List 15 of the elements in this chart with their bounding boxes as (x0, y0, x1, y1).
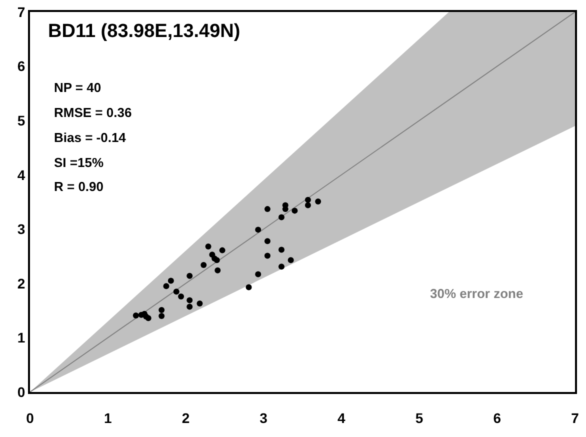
y-tick-label: 0 (17, 384, 26, 400)
x-tick-label: 5 (415, 410, 424, 426)
y-tick-label: 4 (17, 166, 26, 183)
y-tick-label: 3 (17, 221, 26, 238)
x-tick-label: 2 (182, 410, 190, 426)
x-tick-label: 7 (571, 410, 580, 426)
y-tick-label: 1 (17, 330, 26, 346)
y-tick-label: 6 (17, 58, 26, 74)
x-tick-label: 1 (104, 410, 112, 426)
y-tick-label: 2 (17, 275, 26, 292)
y-tick-label: 5 (17, 112, 26, 128)
x-tick-label: 6 (493, 410, 502, 426)
y-tick-label: 7 (17, 4, 26, 20)
x-tick-label: 4 (338, 410, 346, 426)
x-tick-label: 3 (260, 410, 268, 426)
